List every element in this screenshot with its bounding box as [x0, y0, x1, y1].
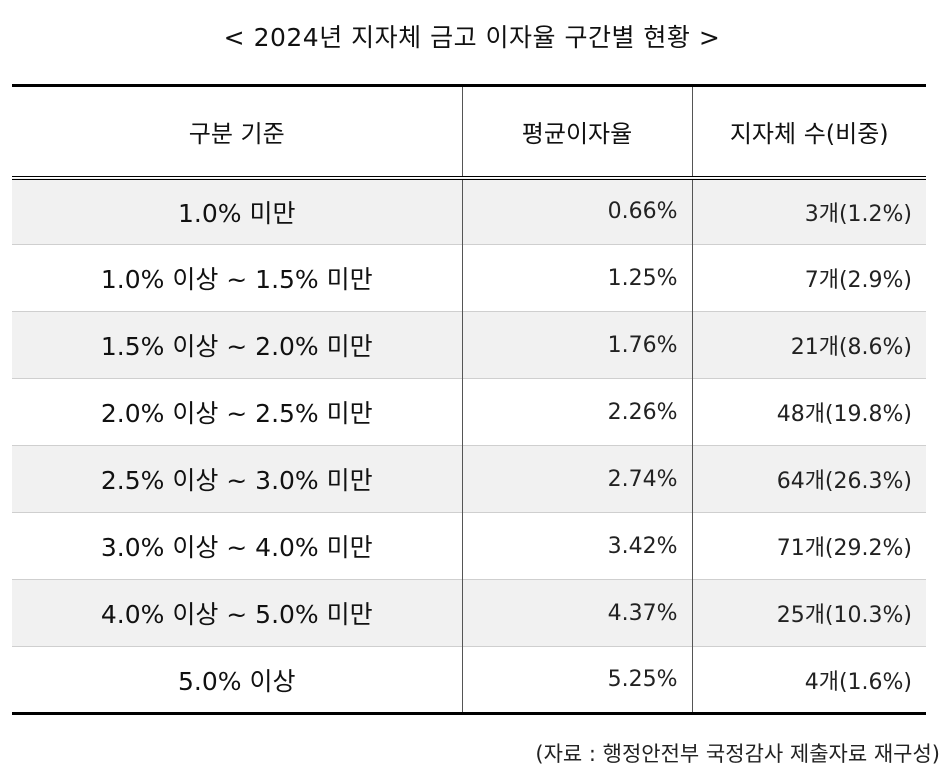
- range-cell: 3.0% 이상 ~ 4.0% 미만: [100, 533, 373, 562]
- table-row: 1.0% 미만 0.66% 3개(1.2%): [12, 177, 926, 245]
- count-cell: 3개(1.2%): [691, 177, 926, 245]
- table-row: 1.0% 이상 ~ 1.5% 미만 1.25% 7개(2.9%): [12, 244, 926, 312]
- range-cell: 1.5% 이상 ~ 2.0% 미만: [12, 311, 462, 379]
- table-row: 1.5% 이상 ~ 2.0% 미만 1.76% 21개(8.6%): [12, 311, 926, 379]
- table-row: 3.0% 이상 ~ 4.0% 미만 3.42% 71개(29.2%): [12, 512, 926, 580]
- page-title: < 2024년 지자체 금고 이자율 구간별 현황 >: [223, 23, 721, 52]
- table-header-row: 구분 기준 평균이자율 지자체 수(비중): [12, 85, 926, 178]
- avg-rate-cell: 3.42%: [461, 512, 692, 580]
- avg-rate-cell: 1.25%: [461, 244, 692, 312]
- count-cell: 25개(10.3%): [691, 579, 926, 647]
- count-cell: 64개(26.3%): [691, 445, 926, 513]
- avg-rate-cell: 2.74%: [461, 445, 692, 513]
- range-cell: 2.5% 이상 ~ 3.0% 미만: [12, 445, 462, 513]
- avg-rate-cell: 2.26%: [461, 378, 692, 446]
- table-row: 4.0% 이상 ~ 5.0% 미만 4.37% 25개(10.3%): [12, 579, 926, 647]
- count-cell: 48개(19.8%): [691, 378, 926, 446]
- header-range: 구분 기준: [188, 119, 285, 148]
- range-cell: 2.0% 이상 ~ 2.5% 미만: [100, 399, 373, 428]
- range-cell: 1.0% 이상 ~ 1.5% 미만: [100, 265, 373, 294]
- range-cell: 5.0% 이상: [178, 666, 296, 696]
- range-cell: 1.0% 미만: [12, 177, 462, 245]
- avg-rate-cell: 4.37%: [461, 579, 692, 647]
- header-avg-rate: 평균이자율: [461, 85, 692, 178]
- count-cell: 71개(29.2%): [691, 512, 926, 580]
- rate-table: 구분 기준 평균이자율 지자체 수(비중) 1.0% 미만 0.66% 3개(1…: [12, 84, 926, 715]
- count-cell: 7개(2.9%): [691, 244, 926, 312]
- range-cell: 4.0% 이상 ~ 5.0% 미만: [12, 579, 462, 647]
- source-note: (자료 : 행정안전부 국정감사 제출자료 재구성): [535, 742, 940, 766]
- avg-rate-cell: 1.76%: [461, 311, 692, 379]
- count-cell: 21개(8.6%): [691, 311, 926, 379]
- count-cell: 4개(1.6%): [691, 646, 926, 714]
- header-count: 지자체 수(비중): [691, 85, 926, 178]
- avg-rate-cell: 5.25%: [461, 646, 692, 714]
- table-row: 5.0% 이상 5.25% 4개(1.6%): [12, 646, 926, 714]
- avg-rate-cell: 0.66%: [461, 177, 692, 245]
- table-row: 2.0% 이상 ~ 2.5% 미만 2.26% 48개(19.8%): [12, 378, 926, 446]
- table-row: 2.5% 이상 ~ 3.0% 미만 2.74% 64개(26.3%): [12, 445, 926, 513]
